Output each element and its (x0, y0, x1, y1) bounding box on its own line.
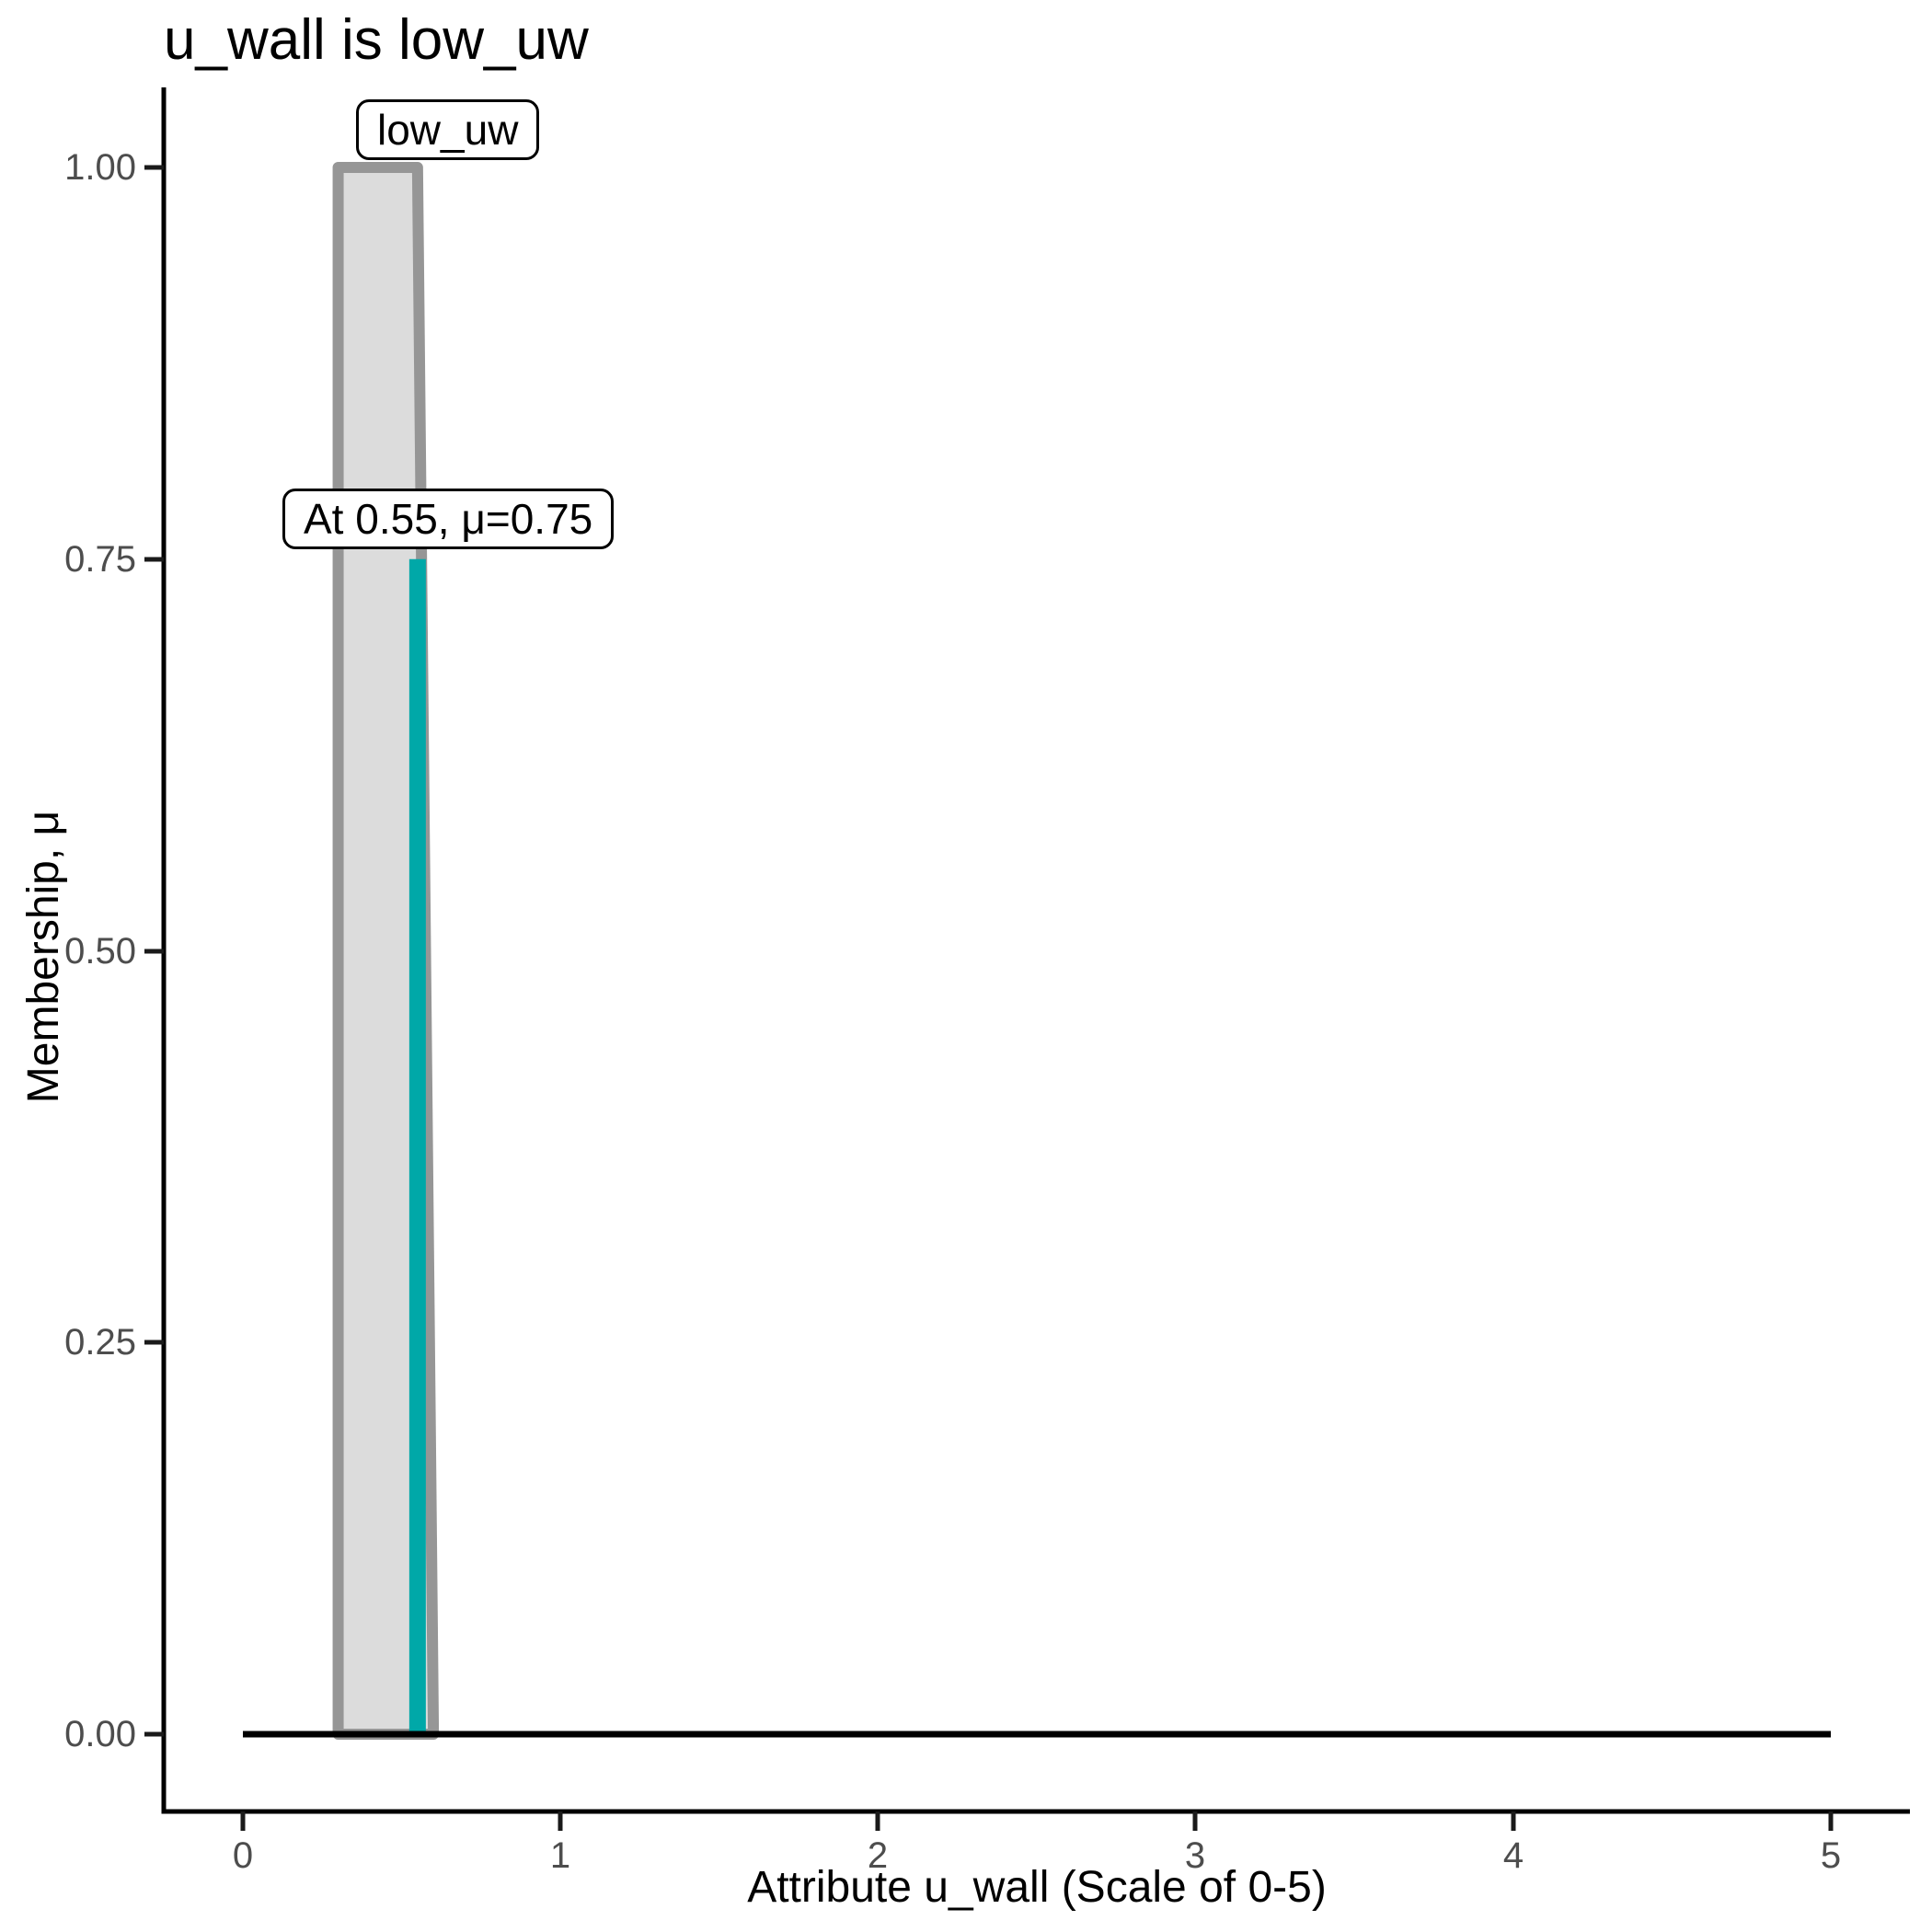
y-tick-label-100: 1.00 (64, 147, 136, 188)
x-tick-label-2: 2 (867, 1835, 889, 1876)
x-tick-label-1: 1 (549, 1835, 571, 1876)
plot-title: u_wall is low_uw (164, 8, 589, 72)
y-tick-label-075: 0.75 (64, 539, 136, 580)
y-tick-label-025: 0.25 (64, 1322, 136, 1363)
x-tick-label-0: 0 (232, 1835, 254, 1876)
x-axis-title: Attribute u_wall (Scale of 0-5) (747, 1863, 1327, 1912)
x-tick-label-4: 4 (1502, 1835, 1524, 1876)
crisp-input-label: At 0.55, μ=0.75 (282, 489, 615, 549)
y-tick-label-050: 0.50 (64, 931, 136, 972)
y-tick-label-000: 0.00 (64, 1714, 136, 1754)
x-tick-label-5: 5 (1820, 1835, 1842, 1876)
x-tick-label-3: 3 (1184, 1835, 1206, 1876)
set-name-label: low_uw (356, 99, 540, 160)
